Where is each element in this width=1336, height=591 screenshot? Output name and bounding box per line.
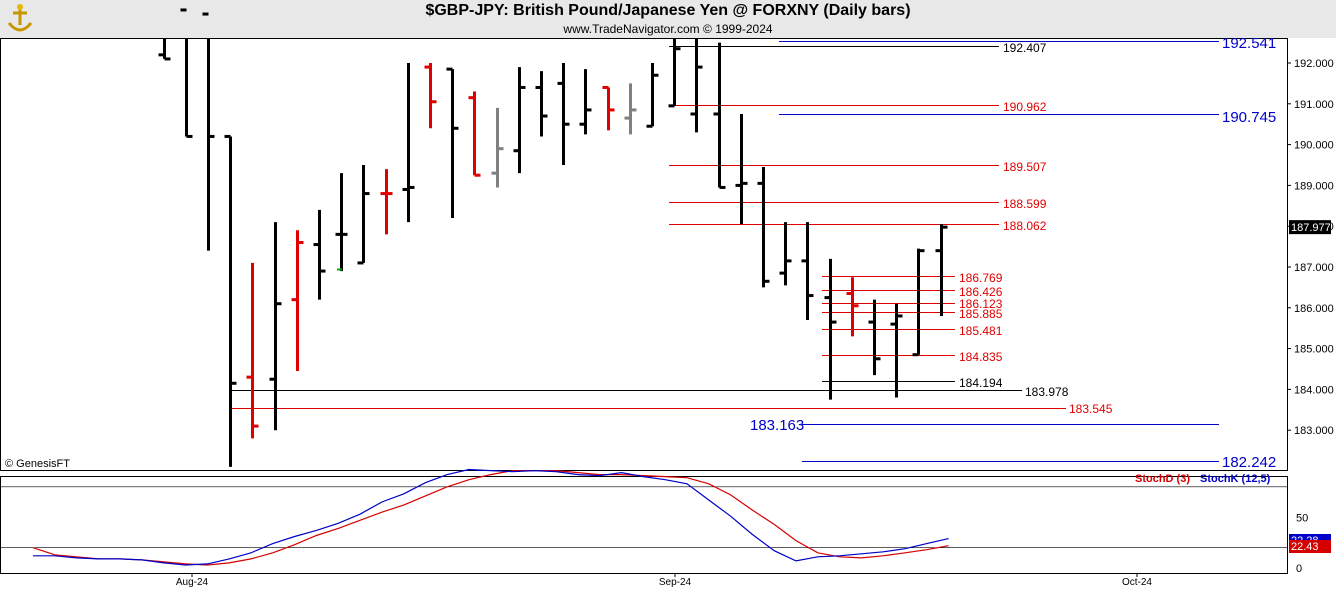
stoch-plot-border xyxy=(0,476,1288,574)
level-label: 188.062 xyxy=(1003,219,1047,233)
level-label: 186.769 xyxy=(959,271,1003,285)
stoch-k-legend: StochK (12,5) xyxy=(1200,473,1271,485)
price-tick-label: 192.000 xyxy=(1294,58,1334,70)
level-label: 184.194 xyxy=(959,376,1003,390)
genesis-logo-icon xyxy=(7,4,33,32)
level-label: 190.745 xyxy=(1222,109,1276,126)
stoch-d-value-box xyxy=(1289,540,1331,553)
chart-subtitle: www.TradeNavigator.com © 1999-2024 xyxy=(563,22,773,36)
date-axis: Aug-24 Sep-24 Oct-24 xyxy=(176,573,1152,588)
level-label: 188.599 xyxy=(1003,197,1047,211)
chart-header: $GBP-JPY: British Pound/Japanese Yen @ F… xyxy=(0,0,1336,38)
level-label: 186.426 xyxy=(959,285,1003,299)
level-label: 189.507 xyxy=(1003,160,1047,174)
level-label: 185.885 xyxy=(959,307,1003,321)
price-levels: 192.541 192.407 190.962 190.745 189.507 188.5… xyxy=(230,35,1276,471)
date-tick-label: Aug-24 xyxy=(176,577,209,588)
price-axis: 192.000191.000190.000189.000188.000187.0… xyxy=(1287,58,1334,437)
stoch-tick-label: 0 xyxy=(1296,563,1302,575)
level-label: 185.481 xyxy=(959,324,1003,338)
stoch-tick-label: 50 xyxy=(1296,512,1308,524)
level-label: 192.407 xyxy=(1003,41,1047,55)
date-tick-label: Sep-24 xyxy=(659,577,692,588)
price-tick-label: 186.000 xyxy=(1294,303,1334,315)
level-label: 183.163 xyxy=(750,417,804,434)
genesis-watermark: © GenesisFT xyxy=(5,458,70,470)
current-price-label: 187.977 xyxy=(1291,222,1331,234)
stoch-d-legend: StochD (3) xyxy=(1135,473,1190,485)
level-label: 183.978 xyxy=(1025,385,1069,399)
level-label: 183.545 xyxy=(1069,402,1113,416)
price-plot-border xyxy=(0,38,1288,471)
price-tick-label: 191.000 xyxy=(1294,99,1334,111)
chart-title: $GBP-JPY: British Pound/Japanese Yen @ F… xyxy=(425,2,911,19)
level-label: 192.541 xyxy=(1222,35,1276,52)
current-price-box xyxy=(1289,220,1331,235)
date-tick-label: Oct-24 xyxy=(1122,577,1152,588)
level-label: 186.123 xyxy=(959,297,1003,311)
stoch-d-value: 22.43 xyxy=(1291,541,1319,553)
stoch-series-line xyxy=(33,468,949,566)
price-tick-label: 189.000 xyxy=(1294,180,1334,192)
price-tick-label: 190.000 xyxy=(1294,140,1334,152)
level-label: 190.962 xyxy=(1003,100,1047,114)
price-tick-label: 184.000 xyxy=(1294,384,1334,396)
price-tick-label: 187.000 xyxy=(1294,262,1334,274)
level-label: 182.242 xyxy=(1222,454,1276,471)
chart-frame xyxy=(0,38,1288,574)
stoch-series-line xyxy=(32,470,949,566)
level-label: 184.835 xyxy=(959,350,1003,364)
price-tick-label: 185.000 xyxy=(1294,344,1334,356)
price-tick-label: 183.000 xyxy=(1294,425,1334,437)
price-bars xyxy=(158,8,948,467)
